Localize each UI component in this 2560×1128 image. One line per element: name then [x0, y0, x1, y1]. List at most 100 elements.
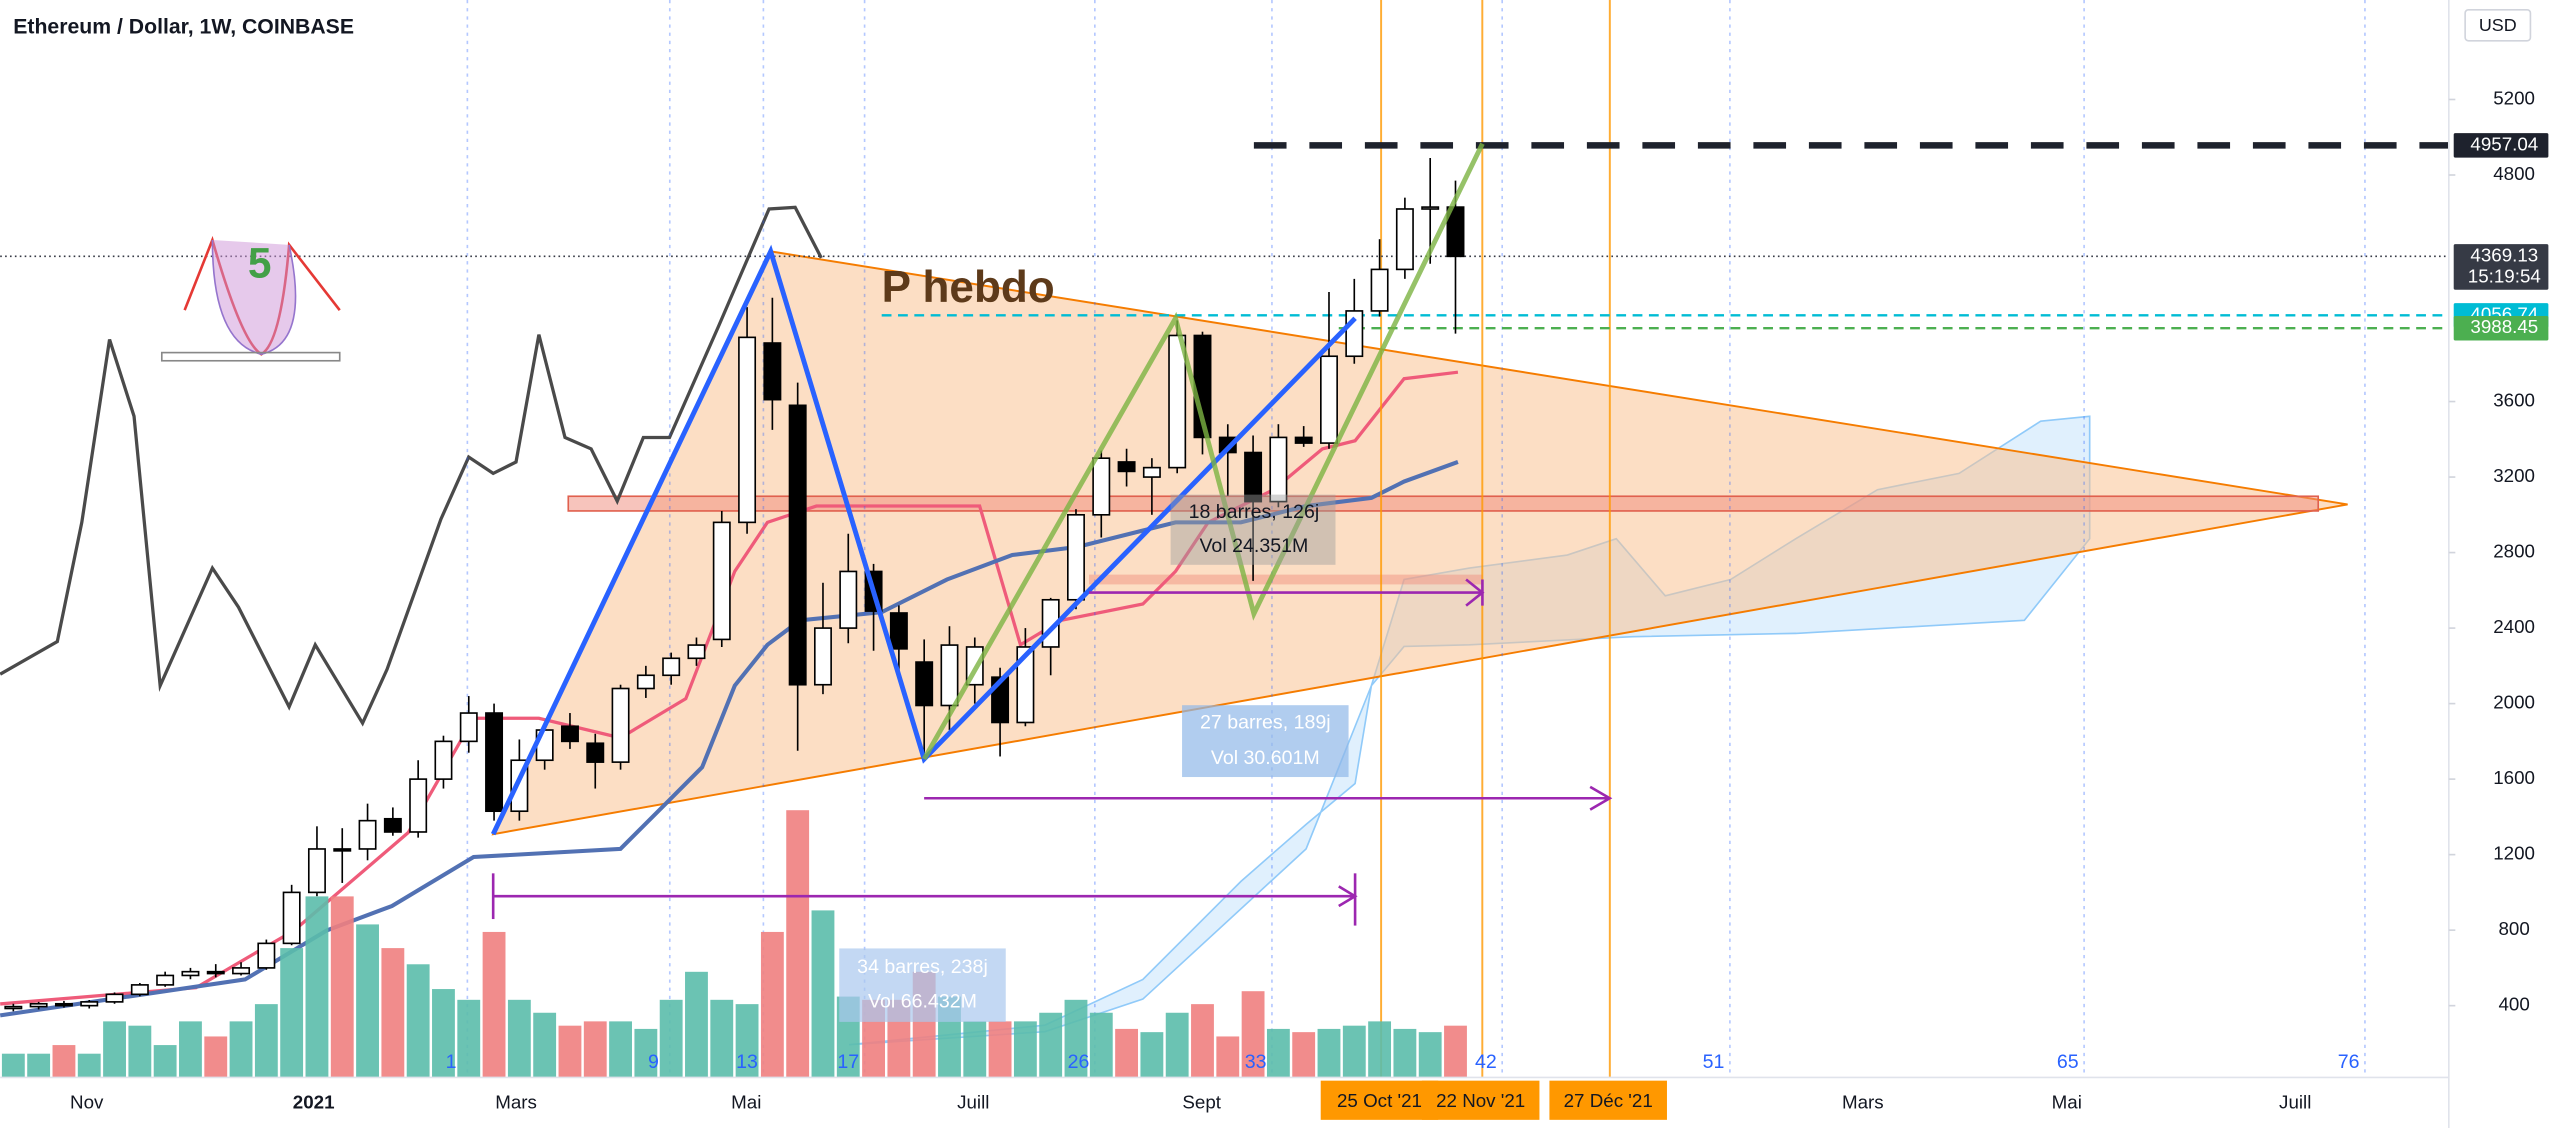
y-tick-label: 2400	[2493, 616, 2535, 637]
range-arrows	[491, 578, 1613, 926]
axes: 4008001200160020002400280032003600480052…	[70, 87, 2549, 1120]
measure-bars: 27 barres, 189j	[1200, 711, 1331, 733]
candle-body	[560, 725, 579, 743]
zigzag-blue	[490, 244, 1357, 836]
y-tick-label: 800	[2498, 918, 2529, 939]
series	[1, 158, 1467, 1078]
candle-body	[1117, 461, 1136, 473]
bar-count-label: 17	[837, 1051, 859, 1073]
price-badge-label: 4369.13	[2470, 244, 2538, 265]
pattern-label: 5	[248, 239, 272, 286]
candle-body	[738, 336, 757, 524]
volume-bar	[735, 1004, 759, 1078]
volume-bar	[153, 1045, 177, 1078]
candle-body	[1067, 514, 1085, 601]
volume-bar	[1368, 1021, 1392, 1078]
candle-body	[763, 342, 782, 401]
measure-vol: Vol 30.601M	[1211, 747, 1320, 769]
candle-body	[813, 627, 832, 686]
volume-bar	[1216, 1036, 1240, 1078]
volume-bar	[988, 1021, 1012, 1078]
price-badge-label: 4957.04	[2470, 133, 2538, 154]
measure-box	[1182, 705, 1349, 778]
volume-bar	[1266, 1028, 1290, 1078]
x-tick-label: Mars	[495, 1091, 537, 1112]
volume-bar	[1165, 1012, 1189, 1078]
y-tick-label: 3600	[2493, 389, 2535, 410]
volume-bar	[103, 1021, 126, 1078]
date-badge	[1421, 1080, 1540, 1120]
volume-bar	[963, 1021, 987, 1078]
volume-bar	[432, 989, 455, 1078]
date-label: 27 Déc '21	[1564, 1090, 1653, 1111]
volume-bar	[305, 896, 329, 1078]
volume-bar	[685, 971, 708, 1078]
volume-bar	[609, 1021, 632, 1078]
bar-count-label: 42	[1475, 1051, 1497, 1073]
measure-bars: 18 barres, 126j	[1189, 501, 1320, 523]
x-tick-label: Sept	[1182, 1091, 1221, 1112]
volume-bar	[254, 1004, 278, 1078]
x-tick-label: Juill	[2279, 1091, 2311, 1112]
candle-body	[459, 712, 478, 743]
candle-body	[940, 644, 959, 707]
volume-bar	[1342, 1025, 1366, 1078]
volume-bar	[1039, 1012, 1063, 1078]
volume-bar	[52, 1045, 76, 1078]
volume-bar	[1292, 1032, 1316, 1078]
volume-bar	[533, 1012, 557, 1078]
candle-body	[1016, 646, 1035, 724]
volume-bar	[457, 999, 481, 1078]
x-tick-label: 2021	[293, 1091, 335, 1112]
y-tick-label: 400	[2498, 994, 2529, 1015]
volume-bar	[558, 1025, 582, 1078]
candle-body	[712, 521, 731, 641]
price-badge	[2453, 133, 2549, 158]
measure-box	[839, 948, 1006, 1022]
price-badge	[2453, 315, 2549, 341]
price-badge-label: 3988.45	[2470, 316, 2538, 337]
candle-body	[1395, 208, 1414, 271]
candle-body	[1092, 457, 1111, 516]
candle-body	[105, 993, 124, 1003]
arrow	[1589, 785, 1613, 811]
date-badge	[1549, 1080, 1667, 1120]
candle-body	[1294, 436, 1313, 444]
candle-body	[29, 1002, 48, 1008]
date-badge	[1320, 1080, 1439, 1120]
volume-bar	[1317, 1028, 1341, 1078]
volume-bar	[583, 1021, 607, 1078]
icon-base	[160, 351, 341, 362]
bar-count-label: 65	[2057, 1051, 2079, 1073]
volume-bar	[1013, 1021, 1037, 1078]
volume-bar	[1444, 1025, 1467, 1078]
volume-bar	[507, 999, 531, 1078]
candle-body	[839, 570, 858, 629]
volume-bar	[179, 1021, 202, 1078]
volume-bar	[1115, 1028, 1139, 1078]
y-tick-label: 2000	[2493, 692, 2535, 713]
candle-body	[687, 644, 706, 660]
date-label: 25 Oct '21	[1337, 1090, 1422, 1111]
bar-count-label: 1	[446, 1051, 457, 1073]
currency-button[interactable]	[2464, 8, 2532, 42]
candle-body	[611, 687, 630, 763]
x-tick-label: Mai	[2052, 1091, 2082, 1112]
y-tick-label: 3200	[2493, 465, 2535, 486]
volume-bar	[482, 931, 506, 1078]
volume-bar	[128, 1025, 152, 1078]
candle-body	[636, 674, 655, 690]
candle-body	[307, 848, 326, 894]
y-tick-label: 4800	[2493, 163, 2535, 184]
x-tick-label: Juill	[957, 1091, 989, 1112]
oscillator-line	[0, 205, 823, 727]
measure-vol: Vol 24.351M	[1199, 535, 1308, 557]
candle-body	[130, 984, 149, 996]
candle-body	[156, 974, 175, 986]
bar-count-label: 26	[1068, 1051, 1090, 1073]
volume-bar	[280, 948, 304, 1078]
currency[interactable]: USD	[2479, 15, 2517, 35]
pattern-name: P hebdo	[882, 263, 1055, 312]
candle-body	[257, 942, 276, 969]
